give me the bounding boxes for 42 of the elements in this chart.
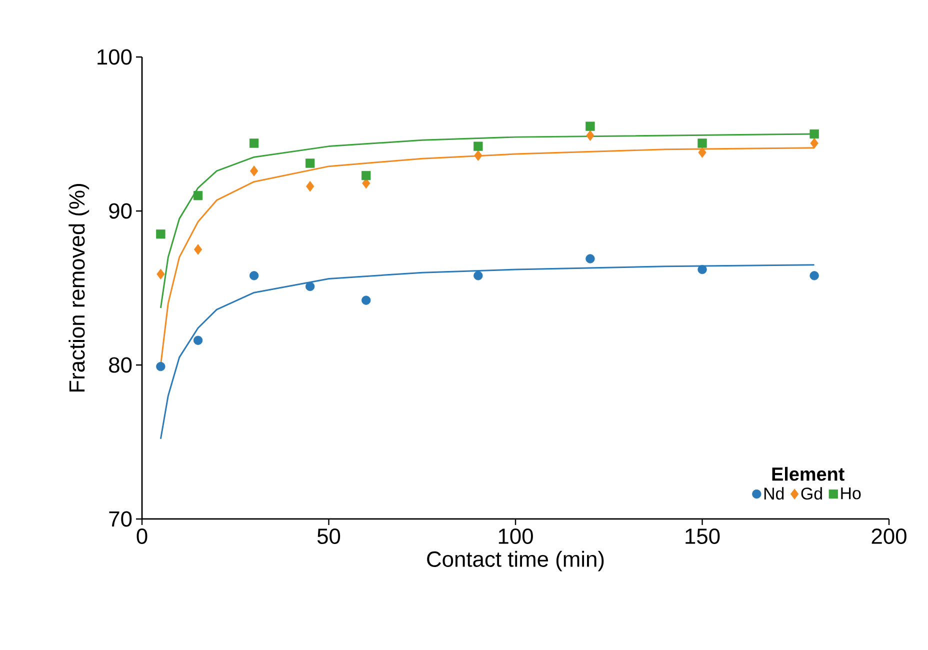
y-tick-label: 80 [109, 357, 132, 373]
point [810, 129, 819, 139]
legend-title: Element [772, 466, 844, 481]
point [362, 170, 371, 180]
point [474, 150, 482, 161]
legend-label: Gd [801, 487, 822, 500]
point [156, 268, 165, 280]
point [193, 336, 203, 345]
point [249, 138, 259, 148]
legend-label: Nd [764, 487, 784, 500]
x-tick-label: 100 [498, 528, 533, 544]
y-tick-label: 90 [109, 203, 132, 219]
point [698, 264, 707, 274]
point [156, 230, 166, 239]
point [474, 142, 483, 151]
point [810, 138, 818, 149]
point [306, 180, 314, 192]
point [586, 254, 595, 264]
point [698, 147, 706, 158]
point [249, 271, 259, 280]
point [586, 130, 594, 141]
x-tick-label: 50 [317, 528, 340, 544]
y-tick-label: 70 [109, 511, 132, 527]
legend-label: Ho [841, 487, 861, 500]
x-tick-label: 200 [872, 528, 906, 544]
point [362, 296, 371, 305]
point [250, 166, 258, 176]
x-axis-title: Contact time (min) [427, 550, 604, 572]
point [586, 122, 595, 131]
point [698, 138, 707, 148]
x-tick-label: 0 [136, 528, 148, 544]
point [156, 362, 166, 372]
point [194, 244, 202, 255]
point [306, 158, 315, 168]
point [306, 282, 315, 292]
y-tick-label: 100 [98, 49, 132, 65]
line-series [160, 264, 816, 440]
y-axis-title: Fraction removed (%) [68, 184, 90, 392]
point [474, 271, 483, 280]
x-tick-label: 150 [686, 528, 720, 544]
point [810, 271, 819, 280]
point [193, 191, 203, 200]
